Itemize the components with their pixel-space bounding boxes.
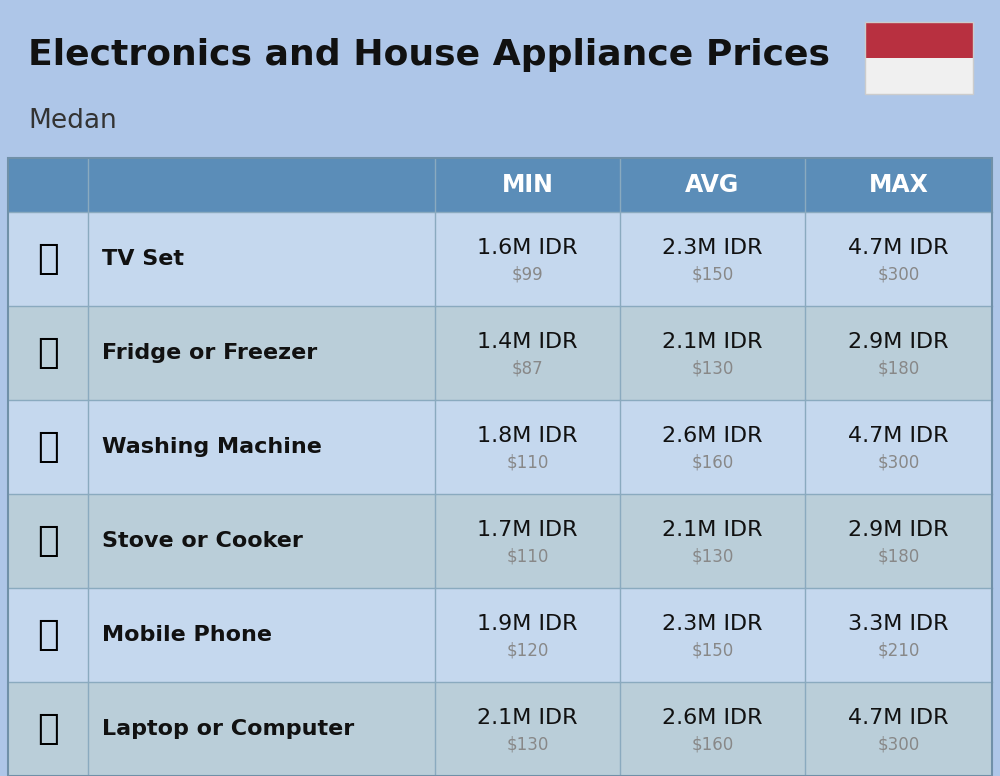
Text: $110: $110: [506, 454, 549, 472]
Text: 4.7M IDR: 4.7M IDR: [848, 708, 949, 728]
Text: Stove or Cooker: Stove or Cooker: [102, 531, 303, 551]
Text: $150: $150: [691, 642, 734, 660]
Bar: [8, 494, 992, 588]
Text: 2.9M IDR: 2.9M IDR: [848, 520, 949, 540]
Text: $160: $160: [691, 736, 734, 754]
Bar: [8, 400, 992, 494]
Text: $300: $300: [877, 266, 920, 284]
Text: Medan: Medan: [28, 108, 117, 134]
Text: 2.1M IDR: 2.1M IDR: [662, 332, 763, 352]
Text: 1.6M IDR: 1.6M IDR: [477, 238, 578, 258]
Text: Laptop or Computer: Laptop or Computer: [102, 719, 354, 739]
Text: 💻: 💻: [37, 712, 59, 746]
Text: $99: $99: [512, 266, 543, 284]
Text: Mobile Phone: Mobile Phone: [102, 625, 272, 645]
Text: TV Set: TV Set: [102, 249, 184, 269]
Text: 4.7M IDR: 4.7M IDR: [848, 238, 949, 258]
Text: 📺: 📺: [37, 242, 59, 276]
Text: 1.7M IDR: 1.7M IDR: [477, 520, 578, 540]
Text: $130: $130: [691, 548, 734, 566]
Text: $130: $130: [506, 736, 549, 754]
Text: 📱: 📱: [37, 618, 59, 652]
Text: MAX: MAX: [869, 173, 928, 197]
Text: 2.9M IDR: 2.9M IDR: [848, 332, 949, 352]
Text: $210: $210: [877, 642, 920, 660]
Text: 1.9M IDR: 1.9M IDR: [477, 614, 578, 634]
Text: Electronics and House Appliance Prices: Electronics and House Appliance Prices: [28, 38, 830, 72]
Text: MIN: MIN: [502, 173, 553, 197]
Bar: [8, 306, 992, 400]
Bar: [8, 212, 992, 306]
Text: 2.1M IDR: 2.1M IDR: [477, 708, 578, 728]
Text: 1.4M IDR: 1.4M IDR: [477, 332, 578, 352]
Text: $160: $160: [691, 454, 734, 472]
Text: 2.6M IDR: 2.6M IDR: [662, 426, 763, 446]
Text: 2.6M IDR: 2.6M IDR: [662, 708, 763, 728]
Bar: [8, 158, 992, 212]
Text: $150: $150: [691, 266, 734, 284]
Text: $180: $180: [877, 548, 920, 566]
Text: $110: $110: [506, 548, 549, 566]
Text: 🔥: 🔥: [37, 524, 59, 558]
Text: 4.7M IDR: 4.7M IDR: [848, 426, 949, 446]
Text: 2.3M IDR: 2.3M IDR: [662, 614, 763, 634]
Bar: [8, 588, 992, 682]
Text: $87: $87: [512, 360, 543, 378]
Bar: [8, 682, 992, 776]
Text: 2.3M IDR: 2.3M IDR: [662, 238, 763, 258]
Text: $300: $300: [877, 454, 920, 472]
Bar: [865, 22, 973, 94]
Text: 1.8M IDR: 1.8M IDR: [477, 426, 578, 446]
Bar: [865, 22, 973, 58]
Text: AVG: AVG: [685, 173, 740, 197]
Text: 🫧: 🫧: [37, 430, 59, 464]
Text: $300: $300: [877, 736, 920, 754]
Text: 2.1M IDR: 2.1M IDR: [662, 520, 763, 540]
Bar: [8, 158, 992, 776]
Text: $120: $120: [506, 642, 549, 660]
Bar: [865, 58, 973, 94]
Text: 🧊: 🧊: [37, 336, 59, 370]
Text: Fridge or Freezer: Fridge or Freezer: [102, 343, 317, 363]
Text: $130: $130: [691, 360, 734, 378]
Text: Washing Machine: Washing Machine: [102, 437, 322, 457]
Text: 3.3M IDR: 3.3M IDR: [848, 614, 949, 634]
Text: $180: $180: [877, 360, 920, 378]
